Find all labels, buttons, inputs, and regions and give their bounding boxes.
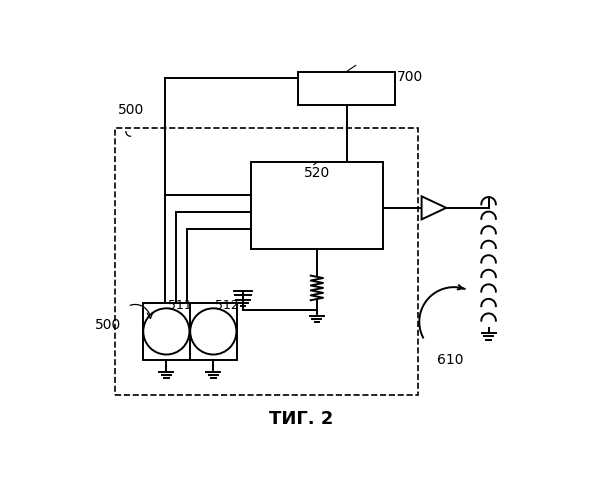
Text: 511: 511 xyxy=(168,300,191,312)
Text: 610: 610 xyxy=(437,352,464,366)
Circle shape xyxy=(143,308,190,354)
Polygon shape xyxy=(422,196,446,220)
Text: 500: 500 xyxy=(117,103,144,117)
Bar xyxy=(143,302,237,360)
Bar xyxy=(299,72,395,104)
Text: ΤИГ. 2: ΤИГ. 2 xyxy=(269,410,333,428)
Text: 520: 520 xyxy=(304,166,330,180)
Text: 700: 700 xyxy=(397,70,423,84)
Text: 500: 500 xyxy=(95,318,121,332)
Bar xyxy=(251,162,383,248)
Text: 512: 512 xyxy=(215,300,239,312)
Circle shape xyxy=(190,308,236,354)
Bar xyxy=(115,128,418,395)
